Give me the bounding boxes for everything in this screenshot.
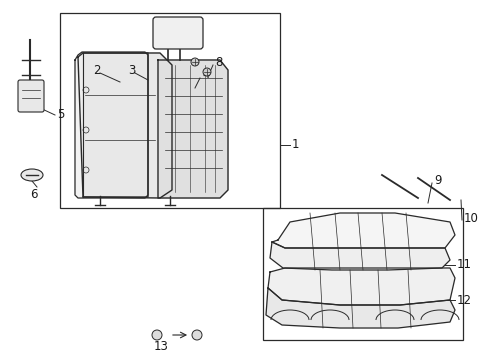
Bar	[60, 13, 280, 208]
Bar	[263, 208, 462, 340]
Polygon shape	[158, 60, 227, 198]
Polygon shape	[271, 213, 454, 248]
Text: 12: 12	[456, 293, 471, 306]
Text: 9: 9	[433, 174, 441, 186]
Polygon shape	[75, 52, 148, 198]
Circle shape	[203, 68, 210, 76]
Text: 2: 2	[93, 63, 101, 77]
Polygon shape	[265, 288, 454, 328]
Text: 7: 7	[178, 19, 185, 32]
Text: 4: 4	[202, 68, 209, 81]
Polygon shape	[267, 268, 454, 305]
Circle shape	[191, 58, 199, 66]
FancyBboxPatch shape	[153, 17, 203, 49]
Text: 13: 13	[153, 341, 168, 354]
Circle shape	[152, 330, 162, 340]
Text: 1: 1	[291, 139, 299, 152]
Text: 11: 11	[456, 258, 471, 271]
Text: 10: 10	[463, 211, 478, 225]
Text: 5: 5	[57, 108, 64, 122]
Circle shape	[192, 330, 202, 340]
FancyBboxPatch shape	[18, 80, 44, 112]
Text: 3: 3	[128, 63, 135, 77]
Polygon shape	[78, 53, 148, 197]
Text: 6: 6	[30, 188, 38, 201]
Polygon shape	[269, 242, 449, 270]
Polygon shape	[83, 53, 172, 198]
Text: 8: 8	[215, 57, 222, 69]
Ellipse shape	[21, 169, 43, 181]
